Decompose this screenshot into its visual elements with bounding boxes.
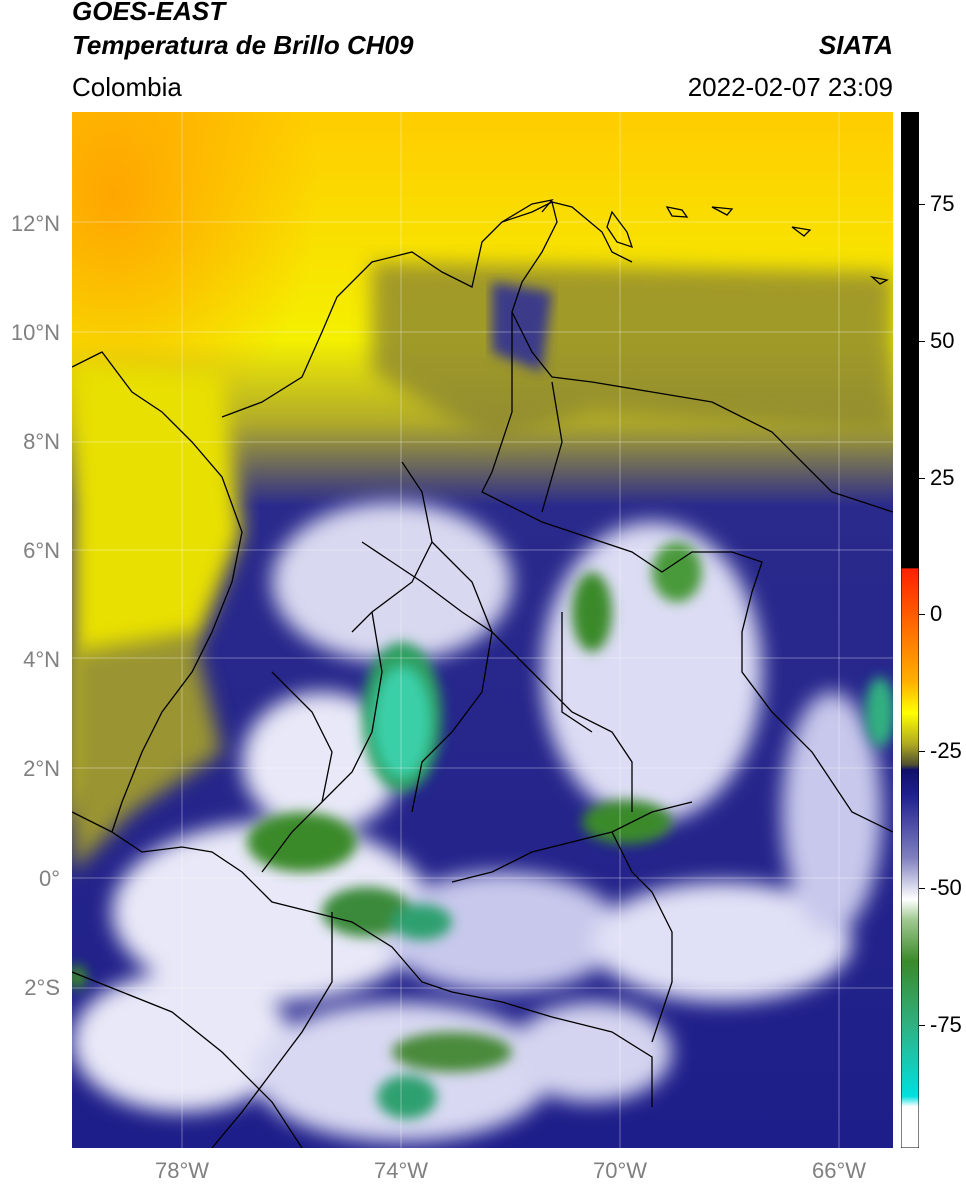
colorbar-label-0: 0 (930, 601, 943, 626)
colorbar-label-75: 75 (930, 191, 955, 216)
region-label: Colombia (72, 72, 182, 102)
country-borders (72, 201, 893, 1148)
organization-label: SIATA (818, 30, 893, 60)
colorbar-tick-0 (919, 614, 925, 615)
satellite-title: GOES-EAST (72, 0, 226, 26)
lon-label-74w: 74°W (373, 1158, 429, 1183)
lon-label-70w: 70°W (592, 1158, 648, 1183)
lat-label-0: 0° (38, 866, 60, 891)
colorbar-label-minus75: -75 (930, 1012, 962, 1037)
satellite-imagery (72, 112, 893, 1148)
lat-label-8n: 8°N (23, 429, 60, 454)
lon-label-78w: 78°W (154, 1158, 210, 1183)
lat-label-2s: 2°S (24, 975, 60, 1000)
colorbar-tick-50 (919, 341, 925, 342)
colorbar-tick-75 (919, 204, 925, 205)
colorbar-tick-25 (919, 478, 925, 479)
lat-label-10n: 10°N (10, 320, 60, 345)
datetime-label: 2022-02-07 23:09 (687, 72, 893, 102)
lat-label-6n: 6°N (23, 538, 60, 563)
lon-label-66w: 66°W (811, 1158, 867, 1183)
lat-label-4n: 4°N (23, 647, 60, 672)
colorbar-tick-minus25 (919, 751, 925, 752)
colorbar-label-25: 25 (930, 465, 955, 490)
colorbar-label-50: 50 (930, 328, 955, 353)
coastline (501, 199, 889, 285)
colorbar-label-minus25: -25 (930, 738, 962, 763)
colorbar-label-minus50: -50 (930, 875, 962, 900)
brightness-temperature-map (72, 112, 893, 1148)
colorbar (901, 112, 919, 1148)
lat-label-2n: 2°N (23, 756, 60, 781)
graticule (72, 112, 893, 1148)
product-title: Temperatura de Brillo CH09 (72, 30, 414, 60)
colorbar-tick-minus75 (919, 1025, 925, 1026)
colorbar-tick-minus50 (919, 888, 925, 889)
lat-label-12n: 12°N (10, 211, 60, 236)
